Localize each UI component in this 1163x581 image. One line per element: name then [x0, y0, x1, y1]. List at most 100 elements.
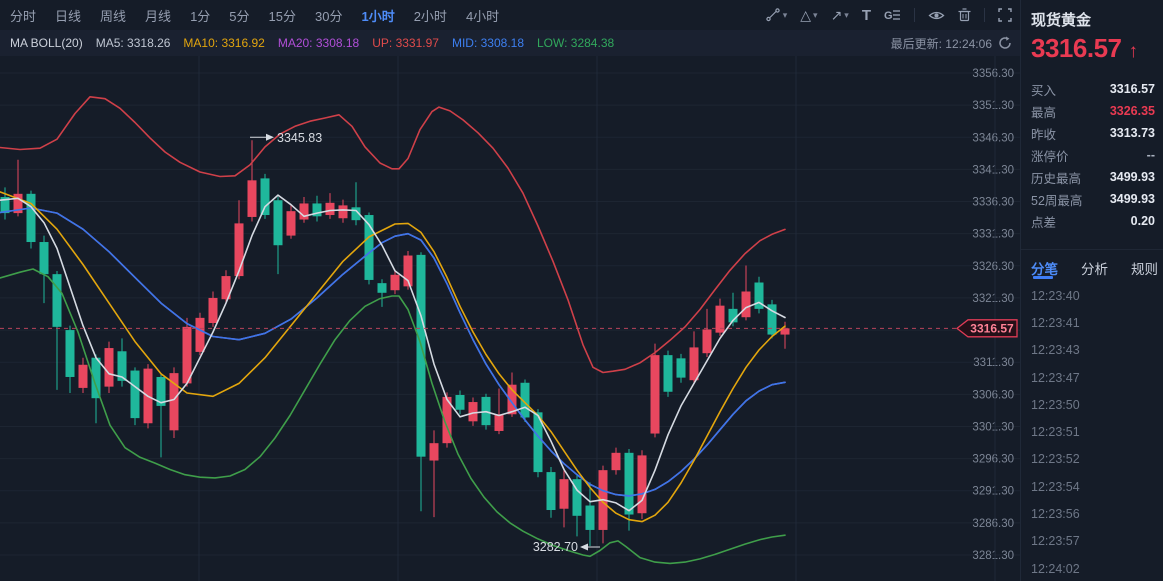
candle-body [455, 394, 465, 410]
visibility-toggle-button[interactable] [928, 9, 945, 22]
tick-row: 12:23:50 [1031, 397, 1080, 412]
tick-row: 12:23:40 [1031, 288, 1080, 303]
panel-tab-分笔[interactable]: 分笔 [1031, 258, 1058, 279]
y-axis-label: 3286.30 [972, 518, 1014, 530]
high-annotation-arrowhead [266, 133, 274, 141]
timeframe-tab-分时[interactable]: 分时 [10, 8, 37, 24]
shape-tool-button[interactable]: △ ▾ [800, 8, 817, 22]
refresh-button[interactable] [998, 36, 1012, 50]
fullscreen-button[interactable] [998, 8, 1012, 22]
candle-body [13, 193, 23, 214]
quote-panel: 现货黄金 3316.57 ↑ 买入 3316.57 最高 3326.35 昨收 3313.… [1020, 0, 1163, 581]
chart-toolbar: 分时 日线 周线 月线 1分 5分 15分 30分 1小时 2小时 4小时 ▾ △ ▾ ↗ ▾ T [0, 0, 1020, 30]
timeframe-tab-日线[interactable]: 日线 [55, 8, 82, 24]
panel-tab-分析[interactable]: 分析 [1081, 262, 1108, 277]
tick-list[interactable]: 12:23:40 12:23:41 12:23:43 12:23:47 12:23:50… [1021, 282, 1163, 581]
y-axis-label: 3291.30 [972, 486, 1014, 498]
timeframe-tab-15分[interactable]: 15分 [268, 8, 296, 24]
candle-body [312, 203, 322, 217]
y-axis-label: 3281.30 [972, 550, 1014, 562]
timeframe-tab-5分[interactable]: 5分 [229, 8, 250, 24]
quote-row-value: 3499.93 [1109, 192, 1155, 206]
arrow-tool-button[interactable]: ↗ ▾ [831, 8, 849, 22]
tick-row: 12:23:47 [1031, 370, 1080, 385]
panel-tabs: 分笔 分析 规则 [1021, 249, 1163, 279]
current-price-tag-label: 3316.57 [970, 321, 1014, 335]
trend-line-icon [766, 8, 780, 22]
candle-body [767, 304, 777, 335]
candlestick-chart[interactable]: 3356.30 3351.30 3346.30 3341.30 3336.30 3331.… [0, 56, 1020, 581]
candle-body [468, 402, 478, 422]
candle-body [624, 452, 634, 515]
indicator-value: MA5: 3318.26 [95, 36, 171, 50]
tick-row: 12:24:02 [1031, 561, 1080, 576]
candle-body [741, 291, 751, 318]
candle-body [39, 242, 49, 275]
indicator-value: MA10: 3316.92 [183, 36, 265, 50]
gann-list-icon: G [884, 10, 900, 22]
gann-list-tool-button[interactable]: G [884, 8, 901, 22]
timeframe-tab-1分[interactable]: 1分 [190, 8, 211, 24]
quote-row-点差: 点差 0.20 [1021, 210, 1163, 232]
ma5-line [0, 194, 786, 512]
y-axis-label: 3296.30 [972, 454, 1014, 466]
tick-row: 12:23:56 [1031, 507, 1080, 522]
text-tool-button[interactable]: T [862, 8, 871, 23]
quote-row-value: 0.20 [1130, 214, 1155, 228]
quote-row-label: 最高 [1031, 105, 1057, 120]
timeframe-tab-2小时[interactable]: 2小时 [413, 8, 447, 24]
low-annotation-arrowhead [580, 543, 588, 551]
quote-row-最高: 最高 3326.35 [1021, 100, 1163, 122]
quote-detail-rows: 买入 3316.57 最高 3326.35 昨收 3313.73 涨停价 -- 历史最高 3499… [1021, 78, 1163, 232]
chevron-down-icon: ▾ [813, 9, 818, 20]
current-price-tag [955, 319, 1018, 338]
timeframe-tab-4小时[interactable]: 4小时 [465, 8, 500, 24]
chart-pane: 分时 日线 周线 月线 1分 5分 15分 30分 1小时 2小时 4小时 ▾ △ ▾ ↗ ▾ T [0, 0, 1020, 581]
quote-row-label: 买入 [1031, 83, 1057, 98]
candle-body [494, 414, 504, 431]
trend-line-tool-button[interactable]: ▾ [766, 8, 787, 22]
quote-row-value: 3499.93 [1109, 170, 1155, 184]
candle-body [182, 326, 192, 384]
panel-tab-规则[interactable]: 规则 [1131, 262, 1158, 277]
y-axis-label: 3326.30 [972, 261, 1014, 273]
toolbar-separator [914, 8, 915, 22]
text-tool-icon: T [861, 6, 871, 24]
timeframe-tab-30分[interactable]: 30分 [315, 8, 343, 24]
candle-body [195, 317, 205, 352]
candle-body [338, 205, 348, 219]
bollinger-upper-line [0, 95, 786, 374]
candle-body [715, 305, 725, 333]
candle-body [364, 215, 374, 280]
candle-body [117, 351, 127, 381]
candle-body [650, 355, 660, 434]
last-price: 3316.57 [1031, 33, 1122, 63]
quote-row-label: 52周最高 [1031, 193, 1083, 208]
candle-body [702, 329, 712, 354]
indicator-value: MID: 3308.18 [451, 36, 524, 50]
timeframe-tab-1小时[interactable]: 1小时 [361, 8, 395, 24]
tick-row: 12:23:51 [1031, 425, 1080, 440]
tick-row: 12:23:52 [1031, 452, 1080, 467]
candle-body [299, 203, 309, 220]
candle-body [91, 357, 101, 399]
quote-row-52周最高: 52周最高 3499.93 [1021, 188, 1163, 210]
candle-body [728, 308, 738, 323]
candle-body [65, 330, 75, 377]
candle-body [585, 505, 595, 530]
quote-row-label: 涨停价 [1031, 149, 1069, 164]
quote-row-label: 历史最高 [1031, 171, 1082, 186]
candle-body [156, 376, 166, 406]
timeframe-tab-周线[interactable]: 周线 [100, 8, 127, 24]
candle-body [572, 479, 582, 516]
indicator-value: MA BOLL(20) [10, 36, 83, 50]
candle-body [676, 358, 686, 378]
tick-row: 12:23:43 [1031, 343, 1080, 358]
tick-row: 12:23:54 [1031, 479, 1080, 494]
candle-body [52, 274, 62, 327]
toolbar-separator [984, 8, 985, 22]
delete-drawings-button[interactable] [958, 8, 971, 22]
timeframe-tab-月线[interactable]: 月线 [145, 8, 172, 24]
quote-row-昨收: 昨收 3313.73 [1021, 122, 1163, 144]
